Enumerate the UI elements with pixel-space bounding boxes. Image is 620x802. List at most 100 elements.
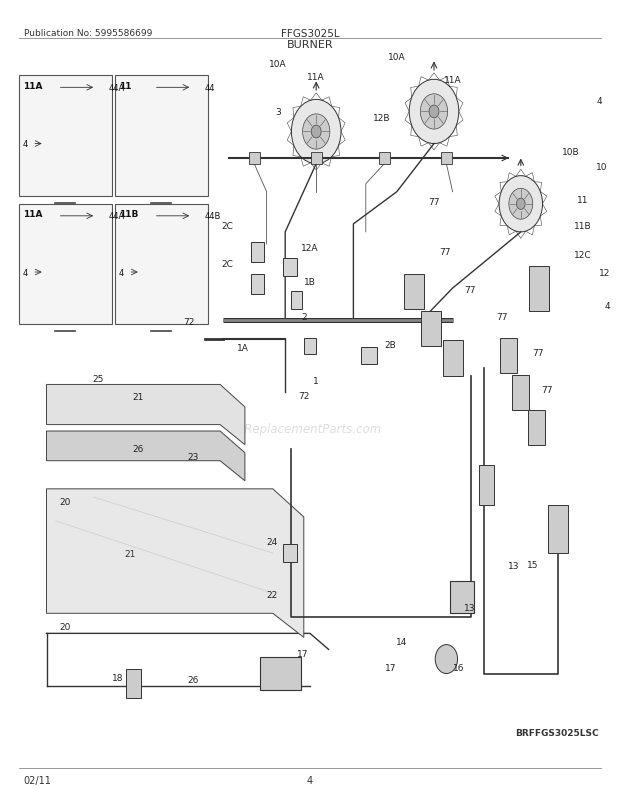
Text: 13: 13: [464, 603, 476, 613]
Text: 72: 72: [298, 391, 309, 401]
Text: 12B: 12B: [373, 114, 391, 124]
Circle shape: [153, 256, 170, 278]
Text: 15: 15: [528, 560, 539, 569]
Text: 10B: 10B: [562, 148, 579, 157]
Bar: [126, 669, 141, 698]
Text: 26: 26: [188, 675, 199, 685]
Bar: [311, 153, 322, 164]
Text: 3: 3: [275, 107, 281, 117]
Text: 77: 77: [533, 348, 544, 358]
Text: 11A: 11A: [23, 210, 42, 219]
Circle shape: [499, 176, 542, 233]
Bar: [291, 292, 302, 310]
Bar: [528, 411, 545, 446]
Text: 2B: 2B: [385, 340, 396, 350]
Bar: [529, 266, 549, 311]
Text: 24: 24: [266, 537, 277, 546]
Text: 4: 4: [604, 302, 611, 311]
Circle shape: [303, 115, 330, 150]
Text: 21: 21: [125, 549, 136, 558]
Circle shape: [509, 189, 533, 220]
Text: 22: 22: [266, 590, 277, 600]
Text: 14: 14: [396, 637, 407, 646]
Bar: [450, 581, 474, 614]
Text: 4: 4: [596, 96, 602, 106]
Text: 44A: 44A: [108, 83, 125, 93]
Text: 23: 23: [188, 452, 199, 462]
Text: 4: 4: [118, 268, 123, 277]
Text: 25: 25: [92, 374, 104, 383]
Text: BRFFGS3025LSC: BRFFGS3025LSC: [515, 728, 598, 737]
Polygon shape: [46, 431, 245, 481]
Text: 12C: 12C: [574, 250, 591, 260]
Text: FFGS3025L: FFGS3025L: [281, 29, 339, 38]
Text: 44A: 44A: [108, 212, 125, 221]
Text: 44B: 44B: [205, 212, 221, 221]
Text: Publication No: 5995586699: Publication No: 5995586699: [24, 29, 152, 38]
Bar: [19, 76, 112, 196]
Bar: [443, 341, 463, 376]
Text: 11B: 11B: [119, 210, 138, 219]
Text: 11A: 11A: [23, 82, 42, 91]
Circle shape: [153, 128, 170, 150]
Text: 11: 11: [119, 82, 131, 91]
Text: 11A: 11A: [444, 75, 461, 85]
Bar: [500, 338, 517, 374]
Text: 2: 2: [301, 313, 307, 322]
Text: 4: 4: [22, 140, 27, 149]
Text: 20: 20: [60, 622, 71, 632]
Circle shape: [420, 95, 448, 130]
Text: 4: 4: [307, 775, 313, 784]
Bar: [548, 505, 568, 553]
Bar: [304, 338, 316, 354]
Polygon shape: [46, 489, 304, 638]
Bar: [283, 545, 297, 562]
Bar: [379, 153, 390, 164]
Circle shape: [56, 256, 74, 278]
Text: 2C: 2C: [221, 221, 233, 231]
Bar: [421, 311, 441, 346]
Text: BURNER: BURNER: [286, 40, 334, 50]
Bar: [19, 205, 112, 325]
Text: 12A: 12A: [301, 244, 319, 253]
Text: 2C: 2C: [221, 260, 233, 269]
Polygon shape: [46, 385, 245, 445]
Text: 72: 72: [184, 318, 195, 327]
Text: 13: 13: [508, 561, 519, 570]
Text: 77: 77: [497, 312, 508, 322]
Bar: [260, 658, 301, 690]
Text: 44: 44: [205, 83, 215, 93]
Bar: [404, 274, 424, 310]
Circle shape: [56, 128, 74, 150]
Text: 21: 21: [132, 392, 143, 402]
Bar: [441, 153, 452, 164]
Text: 77: 77: [428, 197, 440, 207]
Circle shape: [291, 100, 341, 164]
Text: 10A: 10A: [269, 59, 286, 69]
Text: 11B: 11B: [574, 221, 591, 231]
Text: 1: 1: [313, 376, 319, 386]
Text: 77: 77: [541, 385, 552, 395]
Text: 10: 10: [596, 162, 607, 172]
Text: 17: 17: [297, 649, 308, 658]
Bar: [479, 465, 494, 505]
Bar: [249, 153, 260, 164]
Text: 1B: 1B: [304, 277, 316, 287]
Text: 26: 26: [132, 444, 143, 454]
Text: 12: 12: [599, 268, 610, 277]
Text: 4: 4: [22, 268, 27, 277]
Circle shape: [409, 80, 459, 144]
Text: 77: 77: [440, 248, 451, 257]
Bar: [115, 205, 208, 325]
Text: 11A: 11A: [308, 73, 325, 83]
Text: 02/11: 02/11: [24, 775, 51, 784]
Text: eReplacementParts.com: eReplacementParts.com: [238, 423, 382, 435]
Text: 18: 18: [112, 673, 123, 683]
Bar: [115, 76, 208, 196]
Bar: [512, 375, 529, 411]
Circle shape: [435, 645, 458, 674]
Bar: [361, 347, 377, 365]
Text: 17: 17: [385, 662, 396, 672]
Circle shape: [516, 199, 525, 210]
Text: 16: 16: [453, 662, 464, 672]
